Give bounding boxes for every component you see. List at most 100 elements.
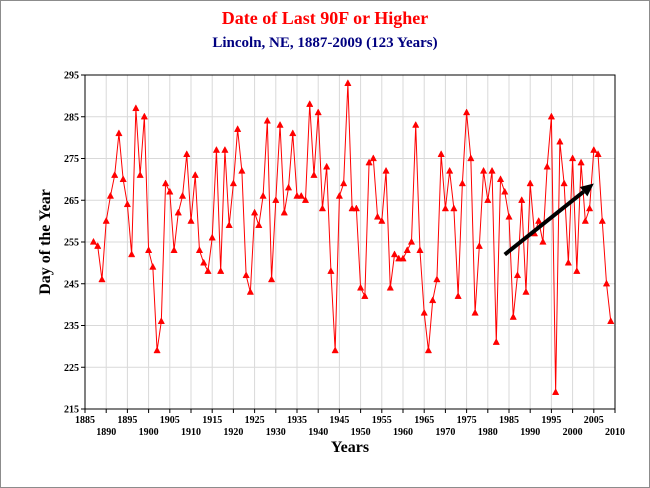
x-tick-label: 1985 — [499, 415, 519, 426]
data-point — [297, 191, 305, 199]
data-point — [356, 283, 365, 291]
data-point — [361, 292, 369, 299]
data-point — [314, 108, 322, 116]
data-point — [437, 150, 445, 157]
data-point — [526, 179, 534, 187]
data-point — [352, 204, 360, 212]
data-point — [195, 246, 204, 253]
data-point — [200, 258, 208, 266]
data-point — [123, 200, 132, 208]
data-point — [106, 191, 115, 199]
data-point — [416, 246, 424, 253]
data-point — [242, 271, 250, 279]
data-point — [403, 246, 411, 253]
data-point — [267, 275, 276, 283]
data-point — [246, 287, 254, 295]
data-point — [263, 116, 271, 124]
data-point — [429, 296, 437, 304]
data-point — [153, 346, 161, 354]
y-tick-label: 235 — [64, 321, 79, 332]
data-point — [556, 137, 564, 145]
y-tick-label: 265 — [64, 196, 79, 207]
data-point — [462, 108, 471, 116]
data-point — [407, 237, 416, 245]
x-tick-label: 1900 — [139, 427, 159, 438]
data-point — [518, 196, 526, 203]
data-point — [412, 120, 420, 128]
data-point — [229, 179, 238, 187]
chart-title: Date of Last 90F or Higher — [222, 8, 428, 28]
data-point — [166, 187, 174, 195]
data-point — [547, 112, 556, 120]
x-tick-label: 1995 — [541, 415, 561, 426]
data-point — [289, 129, 297, 137]
data-point — [560, 179, 568, 187]
data-point — [568, 154, 577, 162]
data-point — [259, 191, 267, 199]
data-point — [310, 171, 318, 178]
data-point — [136, 171, 144, 178]
data-point — [552, 388, 560, 395]
data-point — [399, 254, 407, 262]
data-point — [390, 250, 399, 258]
data-point — [327, 267, 335, 274]
data-point — [208, 233, 216, 241]
x-tick-label: 1940 — [308, 427, 328, 438]
data-point — [331, 346, 339, 354]
data-point — [373, 212, 382, 220]
x-tick-label: 1950 — [351, 427, 371, 438]
data-point — [505, 212, 513, 220]
x-tick-label: 1915 — [202, 415, 222, 426]
axis-ticks: 2152252352452552652752852951885189018951… — [64, 71, 625, 439]
y-tick-label: 255 — [64, 238, 79, 249]
data-point — [250, 208, 259, 216]
x-tick-label: 1990 — [520, 427, 540, 438]
x-tick-label: 1935 — [287, 415, 307, 426]
x-tick-label: 1945 — [329, 415, 349, 426]
chart-subtitle: Lincoln, NE, 1887-2009 (123 Years) — [212, 35, 437, 51]
x-tick-label: 1925 — [245, 415, 265, 426]
x-tick-label: 1975 — [457, 415, 477, 426]
data-point — [306, 100, 314, 107]
data-point — [496, 175, 505, 183]
data-point — [450, 204, 458, 212]
y-tick-label: 295 — [64, 71, 79, 82]
data-point — [522, 287, 530, 295]
data-point — [424, 346, 433, 354]
y-axis-label: Day of the Year — [37, 189, 54, 295]
data-point — [323, 162, 331, 170]
y-tick-label: 215 — [64, 405, 79, 416]
data-point — [187, 216, 195, 224]
x-tick-label: 2000 — [563, 427, 583, 438]
data-point — [111, 171, 119, 178]
y-tick-label: 225 — [64, 363, 79, 374]
data-point — [433, 275, 441, 283]
data-point — [602, 279, 611, 287]
data-point — [344, 79, 352, 86]
data-point — [140, 112, 148, 120]
data-point — [382, 166, 390, 174]
x-tick-label: 1980 — [478, 427, 498, 438]
x-tick-label: 1970 — [435, 427, 455, 438]
data-point — [234, 125, 242, 132]
data-point — [178, 191, 187, 199]
x-tick-label: 1930 — [266, 427, 286, 438]
data-point — [446, 166, 454, 174]
data-point — [420, 308, 428, 316]
y-tick-label: 245 — [64, 279, 79, 290]
data-point — [501, 187, 509, 195]
data-point — [467, 154, 475, 162]
data-point — [98, 275, 106, 283]
data-point — [225, 221, 233, 228]
data-point — [183, 150, 191, 157]
data-point — [488, 166, 496, 174]
x-tick-label: 1905 — [160, 415, 180, 426]
data-point — [594, 150, 602, 157]
data-point — [217, 267, 225, 274]
data-point — [340, 179, 348, 187]
x-tick-label: 1920 — [223, 427, 243, 438]
series-line — [93, 83, 612, 393]
trend-arrow-head — [579, 183, 594, 197]
data-point — [543, 162, 551, 170]
